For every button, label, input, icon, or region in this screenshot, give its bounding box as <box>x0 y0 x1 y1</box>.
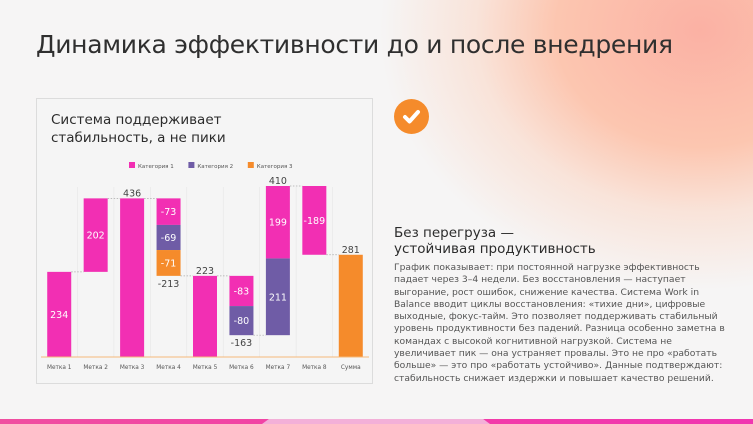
data-label: -189 <box>304 216 326 227</box>
legend-swatch <box>129 162 135 168</box>
waterfall-bar-segment <box>156 224 181 251</box>
data-label: -80 <box>234 316 250 327</box>
data-label: -69 <box>161 233 177 244</box>
x-tick-label: Метка 5 <box>193 365 218 371</box>
bottom-accent-tab <box>262 419 490 424</box>
legend-label: Категория 3 <box>257 164 293 170</box>
x-tick-label: Метка 4 <box>156 365 181 371</box>
waterfall-bar-segment <box>265 258 290 336</box>
waterfall-bar-segment <box>265 186 290 259</box>
data-label: 211 <box>269 292 287 303</box>
waterfall-bar-segment <box>120 198 145 357</box>
waterfall-bar-segment <box>47 271 72 357</box>
total-label: 410 <box>269 176 287 187</box>
legend-label: Категория 2 <box>197 164 233 170</box>
data-label: 199 <box>269 218 287 229</box>
data-label: 202 <box>87 231 105 242</box>
total-label: 436 <box>123 188 141 199</box>
x-tick-label: Метка 1 <box>47 365 72 371</box>
waterfall-bar-segment <box>83 198 108 272</box>
side-heading-line2: устойчивая продуктивность <box>394 241 596 257</box>
x-tick-label: Метка 8 <box>302 365 327 371</box>
legend-swatch <box>247 162 254 168</box>
check-circle-icon <box>394 99 429 134</box>
waterfall-bar-segment <box>229 306 254 336</box>
page-title: Динамика эффективности до и после внедре… <box>36 30 673 59</box>
legend-swatch <box>188 162 195 168</box>
chart-card-title: Система поддерживает стабильность, а не … <box>51 112 226 146</box>
data-label: -71 <box>161 258 177 269</box>
total-label: 223 <box>196 266 214 277</box>
data-label: -73 <box>161 207 177 218</box>
delta-label: -213 <box>158 279 180 290</box>
data-label: -83 <box>234 286 250 297</box>
waterfall-bar-segment <box>229 275 254 307</box>
x-tick-label: Метка 2 <box>83 365 108 371</box>
side-heading-line1: Без перегруза — <box>394 225 514 241</box>
legend-label: Категория 1 <box>138 164 174 170</box>
data-label: 234 <box>50 310 68 321</box>
waterfall-bar-segment <box>302 186 327 255</box>
x-tick-label: Метка 3 <box>120 365 145 371</box>
waterfall-bar-segment <box>193 275 217 357</box>
total-label: 281 <box>342 245 360 256</box>
waterfall-chart: Категория 1 Категория 2 Категория 3 234 Метк… <box>41 162 369 371</box>
x-tick-label: Сумма <box>341 365 361 371</box>
side-heading: Без перегруза — устойчивая продуктивност… <box>394 225 596 257</box>
waterfall-bar-segment <box>338 254 363 357</box>
delta-label: -163 <box>231 338 253 349</box>
side-body-text: График показывает: при постоянной нагруз… <box>394 262 725 384</box>
x-tick-label: Метка 6 <box>229 365 254 371</box>
chart-card: Система поддерживает стабильность, а не … <box>36 98 373 384</box>
x-tick-label: Метка 7 <box>266 365 291 371</box>
waterfall-bar-segment <box>156 198 181 225</box>
waterfall-bar-segment <box>156 250 181 276</box>
